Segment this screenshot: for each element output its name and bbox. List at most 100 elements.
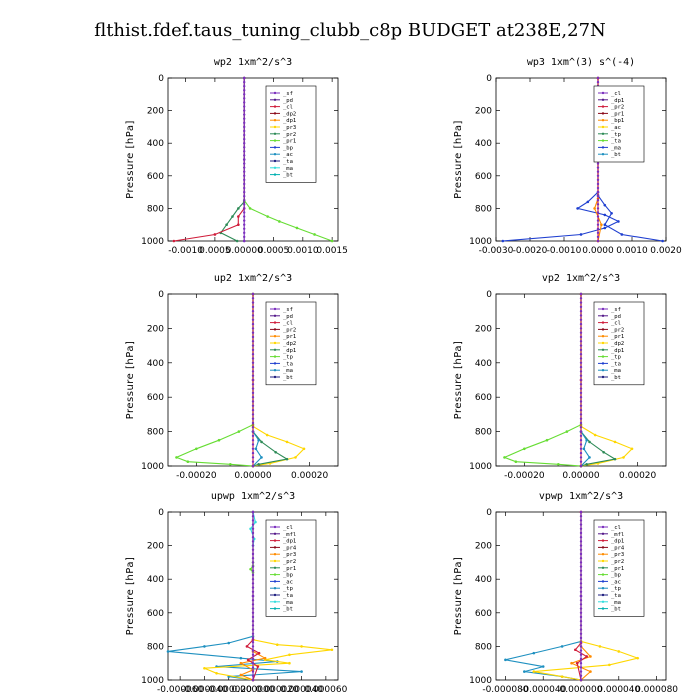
data-point (620, 233, 624, 236)
y-axis-label: Pressure [hPa] (453, 120, 464, 199)
legend-marker (601, 98, 605, 102)
zero-profile-point (579, 590, 583, 593)
panel-2: wp3 1xm^(3) s^(-4) Pressure [hPa] 0 200 400 6… (453, 57, 682, 256)
zero-profile-point (579, 657, 583, 661)
legend-entry: _ma (283, 600, 293, 606)
legend-entry: _ma (611, 600, 621, 606)
data-point (661, 239, 664, 243)
zero-profile-point (579, 456, 583, 459)
zero-profile-point (579, 353, 583, 356)
legend: _cl_dp1_pr2_pr1_bp1_ac_tp_ta_ma_bt (593, 85, 645, 163)
legend-entry: _cl (283, 105, 293, 111)
legend-entry: _pr1 (611, 334, 624, 340)
legend-marker (273, 362, 277, 365)
y-tick-label: 400 (475, 359, 492, 369)
zero-profile-point (251, 636, 255, 640)
zero-profile-point (243, 182, 246, 186)
legend-marker (601, 369, 605, 372)
legend-marker (601, 525, 605, 529)
zero-profile-point (251, 510, 255, 514)
legend-marker (273, 153, 277, 156)
legend-entry: _dp1 (283, 348, 296, 354)
x-tick-label: -0.0020 (513, 246, 548, 256)
legend-marker (273, 112, 277, 115)
data-point (602, 450, 605, 454)
zero-profile-point (251, 335, 255, 339)
zero-profile-point (251, 557, 255, 560)
legend-entry: _bp1 (611, 118, 624, 124)
data-point (254, 447, 258, 451)
x-tick-label: -0.000040 (520, 685, 566, 695)
legend-marker (273, 580, 277, 583)
data-point (593, 207, 596, 210)
zero-profile-point (251, 548, 255, 551)
data-point (630, 447, 634, 451)
zero-profile-point (243, 80, 246, 84)
legend: _cl_mfl_dp1_pr4_pr3_pr2_pr1_bp_ac_tp_ta_… (593, 519, 645, 617)
panel-3: up2 1xm^2/s^3 Pressure [hPa] 0 200 400 600 800… (125, 273, 339, 481)
data-point (576, 207, 579, 210)
legend-entry: _tp (283, 355, 293, 361)
legend-marker (273, 532, 277, 535)
legend-entry: _pr2 (283, 132, 296, 138)
legend-entry: _ma (283, 368, 293, 374)
legend-entry: _bp (283, 573, 293, 579)
panel-title: vp2 1xm^2/s^3 (542, 273, 620, 284)
zero-profile-point (596, 207, 600, 210)
zero-profile-point (579, 649, 583, 652)
x-tick-label: 0.0015 (316, 246, 348, 256)
zero-profile-point (243, 137, 246, 141)
legend-entry: _ma (611, 145, 621, 151)
zero-profile-point (579, 318, 583, 321)
data-point (603, 226, 607, 230)
zero-profile-point (243, 231, 246, 235)
series-line-dp2 (175, 294, 254, 467)
zero-profile-point (251, 387, 255, 390)
zero-profile-point (251, 340, 255, 343)
zero-profile-point (579, 361, 583, 364)
panel-title: wp2 1xm^2/s^3 (214, 57, 292, 68)
zero-profile-point (251, 552, 255, 556)
zero-profile-point (243, 223, 246, 226)
zero-profile-point (579, 527, 583, 530)
legend-entry: _ta (611, 139, 621, 145)
y-tick-label: 800 (475, 204, 492, 214)
zero-profile-point (243, 215, 246, 218)
data-point (532, 670, 536, 673)
legend-entry: _tp (611, 586, 621, 592)
legend-marker (273, 553, 277, 556)
legend-entry: _bp (283, 145, 293, 151)
legend-entry: _ta (283, 159, 293, 165)
legend-entry: _ta (283, 593, 293, 599)
zero-profile-point (579, 297, 583, 300)
legend-marker (601, 91, 605, 95)
zero-profile-point (251, 301, 255, 304)
data-point (239, 656, 243, 660)
zero-profile-point (579, 632, 583, 635)
zero-profile-point (243, 174, 246, 177)
data-point (231, 215, 234, 218)
x-tick-label: -0.00020 (176, 471, 217, 481)
series-line-pr1 (580, 294, 633, 467)
x-tick-label: 0.0010 (287, 246, 319, 256)
zero-profile-point (579, 569, 583, 572)
x-tick-label: 0.000060 (304, 685, 347, 695)
zero-profile-point (579, 548, 583, 551)
x-tick-label: 0.0020 (650, 246, 682, 256)
zero-profile-point (579, 421, 583, 425)
y-tick-label: 800 (475, 642, 492, 652)
legend-marker (273, 573, 277, 576)
zero-profile-point (251, 678, 255, 682)
y-tick-label: 600 (147, 172, 164, 182)
zero-profile-point (579, 573, 583, 577)
legend-marker (273, 98, 277, 102)
data-point (523, 447, 526, 451)
zero-profile-point (243, 154, 246, 157)
legend-marker (601, 341, 605, 345)
data-point (172, 239, 176, 243)
zero-profile-point (251, 391, 255, 395)
zero-profile-point (251, 607, 255, 610)
zero-profile-point (579, 552, 583, 556)
panel-1: wp2 1xm^2/s^3 Pressure [hPa] 0 200 400 600 800… (125, 57, 348, 256)
panel-title: upwp 1xm^2/s^3 (211, 491, 295, 502)
